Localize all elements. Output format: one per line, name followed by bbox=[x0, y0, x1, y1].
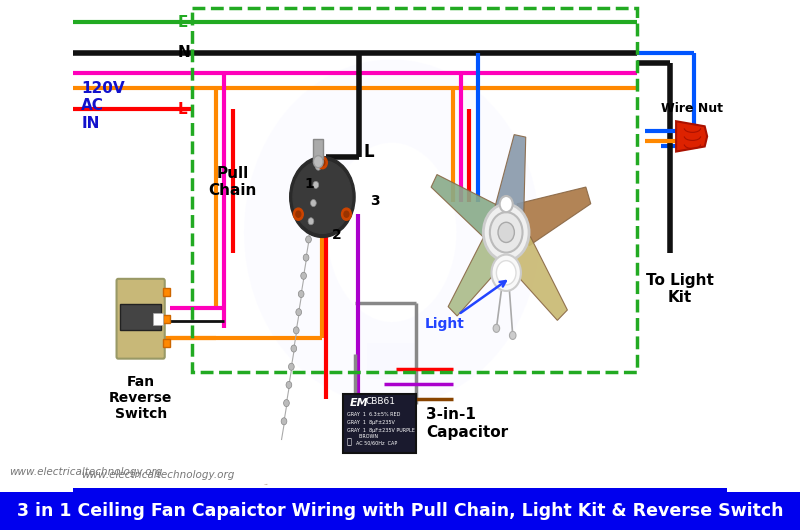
Circle shape bbox=[498, 222, 514, 242]
Circle shape bbox=[320, 160, 325, 166]
Circle shape bbox=[310, 199, 316, 207]
Text: EM: EM bbox=[350, 398, 368, 408]
Circle shape bbox=[289, 363, 294, 370]
Circle shape bbox=[298, 290, 304, 297]
Circle shape bbox=[491, 254, 521, 291]
Text: 1: 1 bbox=[305, 177, 314, 191]
Circle shape bbox=[318, 156, 327, 169]
Text: E: E bbox=[178, 15, 188, 30]
Circle shape bbox=[293, 161, 352, 233]
Text: Wire Nut: Wire Nut bbox=[662, 102, 723, 114]
Circle shape bbox=[344, 211, 349, 217]
Text: 3 in 1 Ceiling Fan Capaictor Wiring with Pull Chain, Light Kit & Reverse Switch: 3 in 1 Ceiling Fan Capaictor Wiring with… bbox=[17, 494, 783, 512]
Circle shape bbox=[283, 400, 290, 407]
Circle shape bbox=[342, 208, 351, 220]
Bar bbox=[120, 304, 162, 330]
Circle shape bbox=[315, 163, 321, 170]
Circle shape bbox=[290, 156, 355, 237]
Polygon shape bbox=[431, 174, 498, 237]
Text: BROWN: BROWN bbox=[347, 435, 378, 439]
Text: 3-in-1
Capacitor: 3-in-1 Capacitor bbox=[426, 407, 508, 439]
Text: CBB61: CBB61 bbox=[366, 397, 396, 406]
Polygon shape bbox=[448, 237, 506, 316]
Text: GRAY  1  8µF±235V: GRAY 1 8µF±235V bbox=[347, 420, 394, 425]
Polygon shape bbox=[676, 121, 707, 152]
Circle shape bbox=[291, 345, 297, 352]
Text: 3 in 1 Ceiling Fan Capaictor Wiring with Pull Chain, Light Kit & Reverse Switch: 3 in 1 Ceiling Fan Capaictor Wiring with… bbox=[17, 502, 783, 520]
Text: GRAY  1  8µF±235V PURPLE: GRAY 1 8µF±235V PURPLE bbox=[347, 428, 414, 434]
Text: 3: 3 bbox=[370, 194, 379, 208]
Text: 120V
AC
IN: 120V AC IN bbox=[82, 81, 125, 130]
Circle shape bbox=[306, 236, 311, 243]
Text: L: L bbox=[363, 143, 374, 161]
Text: Ⓤ: Ⓤ bbox=[347, 438, 352, 447]
Text: Fan
Reverse
Switch: Fan Reverse Switch bbox=[109, 375, 172, 421]
Circle shape bbox=[500, 196, 513, 212]
Text: GRAY  1  6.3±5% RED: GRAY 1 6.3±5% RED bbox=[347, 412, 400, 417]
Text: www.electricaltechnology.org: www.electricaltechnology.org bbox=[82, 470, 234, 480]
Polygon shape bbox=[495, 135, 526, 214]
Circle shape bbox=[314, 156, 323, 167]
Polygon shape bbox=[506, 236, 567, 320]
Bar bbox=[192, 8, 637, 372]
Bar bbox=[163, 315, 170, 323]
Circle shape bbox=[308, 218, 314, 225]
Circle shape bbox=[313, 181, 318, 189]
Bar bbox=[74, 488, 726, 530]
Text: AC 50/60Hz  CAP: AC 50/60Hz CAP bbox=[356, 440, 397, 446]
Bar bbox=[343, 394, 416, 453]
Circle shape bbox=[281, 418, 287, 425]
Circle shape bbox=[510, 331, 516, 339]
Text: Light: Light bbox=[425, 281, 506, 331]
Text: N: N bbox=[178, 45, 190, 60]
Circle shape bbox=[496, 261, 516, 285]
Circle shape bbox=[493, 324, 500, 332]
Bar bbox=[367, 343, 416, 379]
Circle shape bbox=[490, 212, 522, 253]
Polygon shape bbox=[517, 187, 590, 245]
Bar bbox=[154, 313, 163, 325]
Bar bbox=[163, 288, 170, 296]
Circle shape bbox=[294, 327, 299, 334]
Circle shape bbox=[303, 254, 309, 261]
Circle shape bbox=[483, 204, 529, 261]
Text: To Light
Kit: To Light Kit bbox=[646, 273, 714, 305]
Circle shape bbox=[301, 272, 306, 279]
Circle shape bbox=[286, 382, 292, 388]
Text: L: L bbox=[178, 102, 187, 117]
Text: Pull
Chain: Pull Chain bbox=[208, 166, 257, 198]
Circle shape bbox=[294, 208, 303, 220]
Bar bbox=[163, 339, 170, 347]
Circle shape bbox=[296, 211, 301, 217]
Bar bbox=[314, 139, 323, 160]
FancyBboxPatch shape bbox=[117, 279, 165, 359]
Text: 2: 2 bbox=[332, 228, 342, 242]
Text: www.electricaltechnology.org: www.electricaltechnology.org bbox=[10, 467, 163, 476]
Circle shape bbox=[296, 308, 302, 316]
